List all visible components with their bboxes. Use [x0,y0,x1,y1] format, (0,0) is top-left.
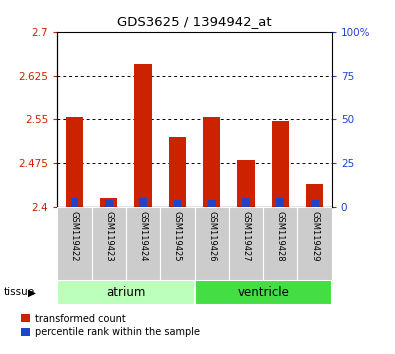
Bar [242,198,250,207]
Bar [173,200,181,207]
Bar [297,207,332,280]
Bar [203,116,220,207]
Bar [208,200,216,207]
Bar [169,137,186,207]
Bar [237,160,255,207]
Text: GSM119425: GSM119425 [173,211,182,261]
Title: GDS3625 / 1394942_at: GDS3625 / 1394942_at [117,15,272,28]
Text: GSM119423: GSM119423 [104,211,113,261]
Text: ventricle: ventricle [237,286,289,299]
Bar [160,207,195,280]
Bar [139,198,147,207]
Bar [263,207,297,280]
Bar [195,280,332,305]
Text: GSM119429: GSM119429 [310,211,319,261]
Text: GSM119422: GSM119422 [70,211,79,261]
Text: tissue: tissue [4,287,35,297]
Bar [57,207,92,280]
Bar [57,280,195,305]
Bar [229,207,263,280]
Bar [134,64,152,207]
Bar [195,207,229,280]
Bar [306,184,323,207]
Text: atrium: atrium [106,286,146,299]
Text: ▶: ▶ [28,287,36,297]
Text: GSM119426: GSM119426 [207,211,216,261]
Legend: transformed count, percentile rank within the sample: transformed count, percentile rank withi… [21,314,200,337]
Bar [311,200,318,207]
Bar [92,207,126,280]
Bar [105,200,113,207]
Text: GSM119428: GSM119428 [276,211,285,261]
Text: GSM119424: GSM119424 [139,211,148,261]
Text: GSM119427: GSM119427 [241,211,250,261]
Bar [100,198,117,207]
Bar [272,121,289,207]
Bar [66,116,83,207]
Bar [126,207,160,280]
Bar [71,198,78,207]
Bar [276,198,284,207]
